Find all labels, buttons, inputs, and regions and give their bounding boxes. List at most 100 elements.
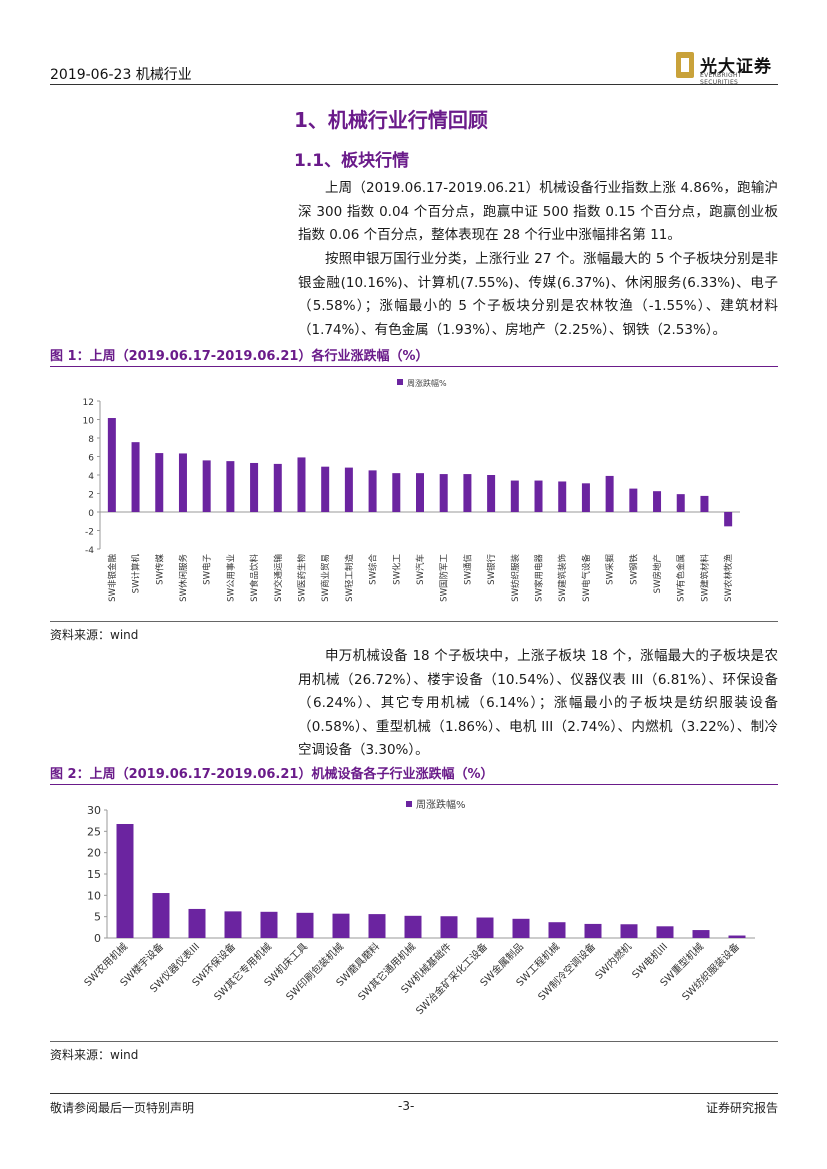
chart1-y-tick-label: -2 bbox=[85, 528, 94, 538]
chart1-category-label: SW纺织服装 bbox=[510, 554, 521, 602]
chart1-bar bbox=[463, 474, 472, 512]
chart2-bar bbox=[440, 916, 458, 938]
figure-1-rule bbox=[50, 366, 778, 367]
chart1-category-label: SW房地产 bbox=[652, 554, 663, 593]
chart2-bar bbox=[116, 823, 134, 938]
chart2-category-label: SW纺织服装设备 bbox=[679, 940, 742, 1003]
footer-divider bbox=[50, 1093, 778, 1094]
chart1-category-label: SW商业贸易 bbox=[320, 554, 331, 602]
chart1-bar bbox=[368, 470, 377, 512]
chart2-bar bbox=[584, 923, 602, 938]
logo-text: 光大证券 bbox=[700, 57, 772, 77]
paragraph-3-text: 申万机械设备 18 个子板块中，上涨子板块 18 个，涨幅最大的子板块是农用机械… bbox=[298, 648, 778, 758]
chart1-category-label: SW轻工制造 bbox=[344, 554, 355, 602]
chart1-bar bbox=[487, 475, 496, 512]
chart1-category-label: SW传媒 bbox=[154, 554, 165, 585]
chart2-y-tick-label: 20 bbox=[87, 847, 101, 860]
chart1-bar bbox=[629, 488, 638, 512]
paragraph-1-text: 上周（2019.06.17-2019.06.21）机械设备行业指数上涨 4.86… bbox=[298, 180, 778, 243]
chart1-category-label: SW休闲服务 bbox=[178, 554, 189, 602]
chart1-category-label: SW银行 bbox=[486, 554, 497, 585]
chart1-category-label: SW钢铁 bbox=[628, 554, 639, 585]
chart1-category-label: SW非银金融 bbox=[107, 554, 118, 602]
chart1-category-label: SW建筑装饰 bbox=[557, 554, 568, 602]
chart1-category-label: SW医药生物 bbox=[296, 554, 307, 602]
chart1-category-label: SW公用事业 bbox=[225, 554, 236, 602]
chart1-category-label: SW食品饮料 bbox=[249, 554, 260, 602]
chart1-category-label: SW农林牧渔 bbox=[723, 554, 734, 602]
chart1-category-label: SW电子 bbox=[202, 554, 213, 585]
paragraph-2-text: 按照申银万国行业分类，上涨行业 27 个。涨幅最大的 5 个子板块分别是非银金融… bbox=[298, 251, 778, 338]
chart1-bar bbox=[510, 480, 519, 512]
chart2-y-tick-label: 0 bbox=[94, 932, 101, 945]
paragraph-1: 上周（2019.06.17-2019.06.21）机械设备行业指数上涨 4.86… bbox=[298, 177, 778, 248]
chart1-bar bbox=[131, 442, 140, 512]
chart1-bar bbox=[700, 495, 709, 512]
figure-1-chart: 周涨跌幅% -4 -2 0 2 4 6 8 10 12 SW非银金融 SW计算机 SW传媒 SW休闲服务 S… bbox=[83, 378, 740, 602]
chart1-category-label: SW交通运输 bbox=[273, 554, 284, 602]
chart2-y-tick-label: 5 bbox=[94, 911, 101, 924]
chart1-legend-swatch bbox=[397, 379, 403, 385]
chart1-bar bbox=[178, 453, 187, 512]
chart2-legend-swatch bbox=[406, 801, 412, 807]
chart2-y-tick-label: 30 bbox=[87, 804, 101, 817]
chart2-bar bbox=[296, 912, 314, 938]
chart1-bar bbox=[534, 480, 543, 512]
chart1-bar bbox=[202, 460, 211, 512]
chart1-y-tick-label: 0 bbox=[88, 509, 94, 519]
chart1-y-tick-label: 10 bbox=[83, 417, 95, 427]
chart1-category-label: SW综合 bbox=[368, 554, 379, 585]
chart1-bar bbox=[581, 483, 590, 512]
chart1-category-label: SW家用电器 bbox=[534, 554, 545, 602]
header-divider bbox=[50, 84, 778, 85]
chart1-bar bbox=[653, 491, 662, 512]
paragraph-2: 按照申银万国行业分类，上涨行业 27 个。涨幅最大的 5 个子板块分别是非银金融… bbox=[298, 248, 778, 342]
page-number: -3- bbox=[398, 1099, 415, 1113]
figure-2-title: 图 2：上周（2019.06.17-2019.06.21）机械设备各子行业涨跌幅… bbox=[50, 767, 494, 782]
chart1-bar bbox=[416, 473, 424, 512]
chart2-bar bbox=[332, 913, 350, 938]
chart1-bar bbox=[724, 512, 733, 527]
chart1-legend: 周涨跌幅% bbox=[397, 378, 447, 388]
chart2-bar bbox=[620, 924, 638, 938]
chart1-bar bbox=[605, 475, 614, 512]
chart2-bar bbox=[368, 914, 386, 938]
chart2-bar bbox=[260, 911, 278, 938]
logo-subtext: EVERBRIGHT SECURITIES bbox=[700, 72, 742, 86]
chart1-category-label: SW有色金属 bbox=[676, 554, 687, 602]
company-logo: 光大证券 EVERBRIGHT SECURITIES bbox=[676, 50, 780, 86]
chart2-bar bbox=[152, 893, 170, 938]
paragraph-3: 申万机械设备 18 个子板块中，上涨子板块 18 个，涨幅最大的子板块是农用机械… bbox=[298, 645, 778, 763]
chart1-category-label: SW计算机 bbox=[131, 554, 142, 594]
chart2-legend: 周涨跌幅% bbox=[406, 798, 466, 811]
chart1-category-label: SW通信 bbox=[462, 554, 473, 585]
chart2-y-tick-label: 25 bbox=[87, 825, 101, 838]
logo-mark-icon bbox=[676, 52, 694, 78]
chart1-y-tick-label: 12 bbox=[83, 398, 94, 408]
figure-1-title: 图 1：上周（2019.06.17-2019.06.21）各行业涨跌幅（%） bbox=[50, 349, 429, 364]
chart2-category-label: SW制冷空调设备 bbox=[535, 940, 598, 1003]
chart2-legend-label: 周涨跌幅% bbox=[416, 798, 466, 811]
chart1-category-label: SW国防军工 bbox=[439, 554, 450, 602]
chart1-bar bbox=[676, 494, 685, 512]
chart2-bar bbox=[404, 915, 422, 938]
chart2-category-label: SW内燃机 bbox=[592, 940, 634, 982]
chart1-bar bbox=[155, 453, 164, 512]
footer-report-type: 证券研究报告 bbox=[706, 1101, 779, 1115]
chart1-legend-label: 周涨跌幅% bbox=[407, 378, 447, 388]
chart1-bar bbox=[344, 467, 353, 512]
chart1-y-tick-label: 2 bbox=[88, 491, 94, 501]
chart1-y-tick-label: 8 bbox=[88, 435, 94, 445]
chart1-bar bbox=[558, 481, 567, 512]
chart2-bar bbox=[728, 935, 746, 938]
chart2-category-label: SW印刷包装机械 bbox=[283, 940, 346, 1003]
chart1-y-tick-label: 4 bbox=[88, 472, 94, 482]
chart1-category-label: SW采掘 bbox=[605, 554, 616, 585]
chart1-bar bbox=[392, 473, 401, 512]
section-heading: 1、机械行业行情回顾 bbox=[294, 108, 488, 132]
subsection-heading: 1.1、板块行情 bbox=[294, 151, 410, 171]
chart2-bar bbox=[224, 911, 242, 938]
chart1-bar bbox=[226, 461, 235, 512]
chart2-bar bbox=[656, 926, 674, 938]
chart2-bar bbox=[512, 918, 530, 938]
